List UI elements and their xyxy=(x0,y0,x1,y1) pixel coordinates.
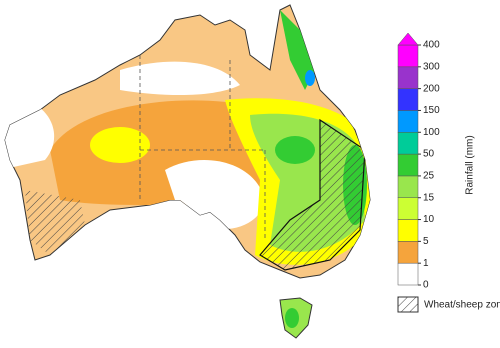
zone-swatch xyxy=(397,296,419,313)
legend-band xyxy=(397,110,419,133)
legend: Rainfall (mm) Wheat/sheep zone 015101525… xyxy=(397,32,500,313)
legend-tick-label: 5 xyxy=(423,236,429,247)
legend-band xyxy=(397,44,419,68)
legend-arrow xyxy=(397,32,419,46)
legend-tick-label: 100 xyxy=(423,127,440,138)
legend-band xyxy=(397,175,419,198)
legend-band xyxy=(397,241,419,264)
legend-band xyxy=(397,132,419,155)
legend-tick-label: 10 xyxy=(423,214,435,225)
legend-band xyxy=(397,262,419,286)
legend-tick-label: 300 xyxy=(423,61,440,72)
legend-tick-label: 15 xyxy=(423,192,435,203)
legend-band xyxy=(397,197,419,220)
legend-band xyxy=(397,88,419,111)
legend-band xyxy=(397,219,419,242)
mainland xyxy=(4,4,371,279)
legend-tick-label: 1 xyxy=(423,258,429,269)
legend-band xyxy=(397,66,419,89)
legend-band xyxy=(397,153,419,177)
legend-tick-label: 0 xyxy=(423,280,429,291)
legend-tick-label: 25 xyxy=(423,171,435,182)
legend-tick-label: 400 xyxy=(423,40,440,51)
zone-label: Wheat/sheep zone xyxy=(424,300,500,311)
legend-tick-label: 50 xyxy=(423,149,435,160)
legend-tick-label: 150 xyxy=(423,105,440,116)
legend-tick-label: 200 xyxy=(423,83,440,94)
tasmania xyxy=(279,297,313,339)
legend-title: Rainfall (mm) xyxy=(465,135,476,194)
